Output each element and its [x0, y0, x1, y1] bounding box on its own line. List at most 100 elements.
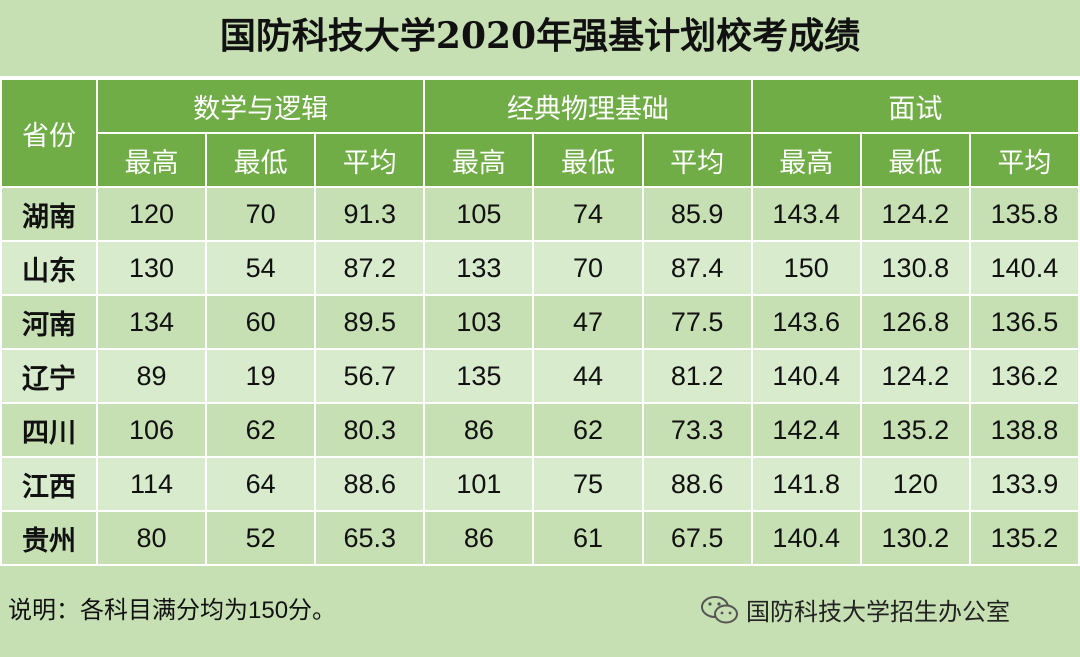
table-row: 辽宁 89 19 56.7 135 44 81.2 140.4 124.2 136.2 [0, 348, 1080, 404]
score-cell: 64 [205, 456, 317, 512]
score-cell: 80 [95, 510, 208, 566]
score-table: 省份 数学与逻辑 经典物理基础 面试 最高 最低 平均 最高 最低 平均 最高 最低 平均 湖南 120 7… [0, 78, 1080, 566]
watermark-text: 国防科技大学招生办公室 [746, 599, 1010, 626]
score-cell: 62 [205, 402, 317, 458]
footer: 说明：各科目满分均为150分。 国防科技大学招生办公室 [0, 580, 1080, 657]
column-header: 平均 [314, 132, 426, 188]
score-cell: 124.2 [859, 186, 971, 242]
group-header: 经典物理基础 [423, 78, 753, 134]
score-cell: 88.6 [314, 456, 426, 512]
column-header: 最高 [95, 132, 208, 188]
score-cell: 135.8 [968, 186, 1080, 242]
table-body: 湖南 120 70 91.3 105 74 85.9 143.4 124.2 135.8 山东 130… [0, 186, 1080, 566]
score-cell: 86 [423, 510, 535, 566]
province-cell: 江西 [0, 456, 98, 512]
score-cell: 75 [532, 456, 644, 512]
score-cell: 81.2 [641, 348, 753, 404]
score-cell: 103 [423, 294, 535, 350]
province-cell: 贵州 [0, 510, 98, 566]
score-cell: 140.4 [750, 510, 862, 566]
table-header: 省份 数学与逻辑 经典物理基础 面试 最高 最低 平均 最高 最低 平均 最高 最低 平均 [0, 78, 1080, 188]
score-cell: 142.4 [750, 402, 862, 458]
score-cell: 141.8 [750, 456, 862, 512]
score-cell: 65.3 [314, 510, 426, 566]
score-cell: 56.7 [314, 348, 426, 404]
score-cell: 54 [205, 240, 317, 296]
score-cell: 130.8 [859, 240, 971, 296]
score-cell: 106 [95, 402, 208, 458]
score-cell: 150 [750, 240, 862, 296]
title: 国防科技大学2020年强基计划校考成绩 [0, 0, 1080, 78]
score-cell: 80.3 [314, 402, 426, 458]
score-cell: 88.6 [641, 456, 753, 512]
province-cell: 湖南 [0, 186, 98, 242]
score-cell: 87.2 [314, 240, 426, 296]
score-cell: 77.5 [641, 294, 753, 350]
score-cell: 138.8 [968, 402, 1080, 458]
column-header: 平均 [641, 132, 753, 188]
group-header: 面试 [750, 78, 1080, 134]
province-cell: 山东 [0, 240, 98, 296]
score-cell: 136.5 [968, 294, 1080, 350]
score-cell: 89 [95, 348, 208, 404]
wechat-icon [701, 595, 738, 623]
score-cell: 133 [423, 240, 535, 296]
table-row: 江西 114 64 88.6 101 75 88.6 141.8 120 133.9 [0, 456, 1080, 512]
score-cell: 61 [532, 510, 644, 566]
score-cell: 73.3 [641, 402, 753, 458]
score-cell: 70 [532, 240, 644, 296]
score-cell: 135.2 [968, 510, 1080, 566]
score-cell: 133.9 [968, 456, 1080, 512]
table-row: 贵州 80 52 65.3 86 61 67.5 140.4 130.2 135.2 [0, 510, 1080, 566]
score-cell: 91.3 [314, 186, 426, 242]
note: 说明：各科目满分均为150分。 [8, 597, 337, 624]
group-header: 数学与逻辑 [95, 78, 426, 134]
score-cell: 47 [532, 294, 644, 350]
score-cell: 89.5 [314, 294, 426, 350]
column-header: 平均 [968, 132, 1080, 188]
score-cell: 19 [205, 348, 317, 404]
score-cell: 70 [205, 186, 317, 242]
table-row: 河南 134 60 89.5 103 47 77.5 143.6 126.8 136.5 [0, 294, 1080, 350]
score-cell: 67.5 [641, 510, 753, 566]
score-cell: 136.2 [968, 348, 1080, 404]
table-row: 山东 130 54 87.2 133 70 87.4 150 130.8 140.4 [0, 240, 1080, 296]
score-cell: 135.2 [859, 402, 971, 458]
score-cell: 105 [423, 186, 535, 242]
score-cell: 120 [95, 186, 208, 242]
score-cell: 135 [423, 348, 535, 404]
score-cell: 143.6 [750, 294, 862, 350]
column-header: 最高 [750, 132, 862, 188]
score-cell: 126.8 [859, 294, 971, 350]
province-cell: 河南 [0, 294, 98, 350]
column-header: 最低 [532, 132, 644, 188]
province-cell: 辽宁 [0, 348, 98, 404]
table-row: 湖南 120 70 91.3 105 74 85.9 143.4 124.2 135.8 [0, 186, 1080, 242]
score-cell: 44 [532, 348, 644, 404]
header-row: 最高 最低 平均 最高 最低 平均 最高 最低 平均 [1, 132, 1080, 188]
score-cell: 60 [205, 294, 317, 350]
score-cell: 85.9 [641, 186, 753, 242]
score-cell: 114 [95, 456, 208, 512]
table-row: 四川 106 62 80.3 86 62 73.3 142.4 135.2 138.8 [0, 402, 1080, 458]
score-cell: 87.4 [641, 240, 753, 296]
score-cell: 140.4 [750, 348, 862, 404]
score-cell: 120 [859, 456, 971, 512]
score-cell: 52 [205, 510, 317, 566]
score-cell: 143.4 [750, 186, 862, 242]
header-row: 省份 数学与逻辑 经典物理基础 面试 [0, 78, 1080, 188]
score-cell: 101 [423, 456, 535, 512]
score-cell: 74 [532, 186, 644, 242]
score-cell: 140.4 [968, 240, 1080, 296]
column-header: 最低 [205, 132, 317, 188]
province-cell: 四川 [0, 402, 98, 458]
score-cell: 86 [423, 402, 535, 458]
score-cell: 62 [532, 402, 644, 458]
column-header: 最高 [423, 132, 535, 188]
watermark: 国防科技大学招生办公室 [700, 592, 1010, 627]
score-cell: 130 [95, 240, 208, 296]
score-cell: 130.2 [859, 510, 971, 566]
header-cell: 省份 [0, 78, 98, 188]
score-cell: 134 [95, 294, 208, 350]
